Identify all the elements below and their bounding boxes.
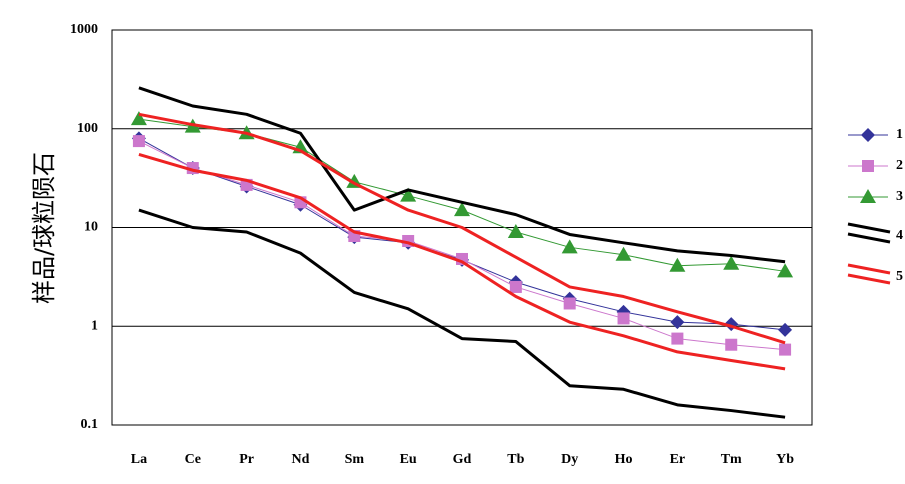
x-tick-label: Tb — [507, 452, 524, 467]
marker — [723, 255, 740, 270]
x-tick-label: Yb — [776, 452, 794, 467]
marker — [669, 257, 686, 272]
series-line — [138, 137, 786, 331]
x-tick-label: Tm — [721, 452, 742, 467]
y-tick-label: 100 — [77, 121, 98, 136]
series-line — [138, 118, 786, 272]
x-tick-label: Eu — [400, 452, 417, 467]
marker — [861, 128, 875, 142]
legend-label: 1 — [896, 127, 903, 142]
legend-line — [847, 232, 891, 244]
marker — [130, 111, 147, 126]
marker — [778, 322, 793, 337]
legend-line — [847, 222, 891, 234]
marker — [561, 239, 578, 254]
legend-label: 4 — [896, 228, 903, 243]
x-tick-label: La — [131, 452, 147, 467]
marker — [400, 187, 417, 202]
y-tick-label: 1000 — [70, 22, 98, 37]
x-tick-label: Pr — [239, 452, 254, 467]
legend-line — [847, 263, 891, 275]
x-tick-label: Dy — [561, 452, 578, 467]
y-axis-label: 样品/球粒陨石 — [30, 152, 58, 304]
marker — [509, 280, 522, 293]
marker — [671, 332, 684, 345]
marker — [563, 297, 576, 310]
marker — [670, 315, 685, 330]
legend-label: 5 — [896, 269, 903, 284]
legend-label: 2 — [896, 158, 903, 173]
marker — [617, 312, 630, 325]
marker — [862, 160, 874, 172]
marker — [725, 338, 738, 351]
series-line — [138, 86, 786, 264]
series-line — [138, 208, 786, 419]
y-tick-label: 10 — [84, 220, 98, 235]
marker — [454, 202, 470, 217]
marker — [779, 343, 792, 356]
x-tick-label: Nd — [292, 452, 310, 467]
marker — [507, 224, 524, 239]
x-tick-label: Gd — [453, 452, 472, 467]
x-tick-label: Er — [670, 452, 686, 467]
legend-label: 3 — [896, 189, 903, 204]
series-line — [138, 140, 786, 351]
marker — [615, 246, 632, 261]
marker — [132, 135, 145, 148]
series-line — [138, 112, 786, 345]
marker — [777, 263, 794, 278]
marker — [456, 252, 468, 265]
series-line — [138, 152, 786, 371]
marker — [860, 189, 876, 203]
legend-line — [847, 273, 891, 285]
x-tick-label: Sm — [345, 452, 365, 467]
x-tick-label: Ho — [615, 452, 633, 467]
y-tick-label: 1 — [91, 318, 98, 333]
x-tick-label: Ce — [185, 452, 201, 467]
y-tick-label: 0.1 — [81, 417, 99, 432]
